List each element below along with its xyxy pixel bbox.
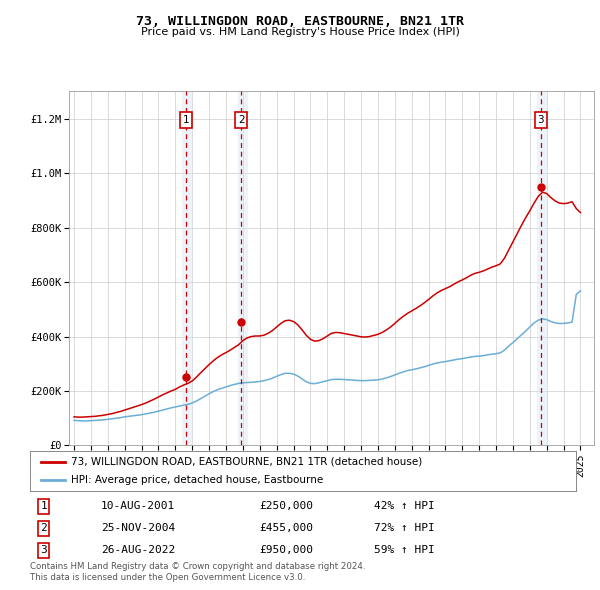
Text: £950,000: £950,000 xyxy=(259,545,313,555)
Text: 25-NOV-2004: 25-NOV-2004 xyxy=(101,523,175,533)
Text: 72% ↑ HPI: 72% ↑ HPI xyxy=(374,523,435,533)
Text: 10-AUG-2001: 10-AUG-2001 xyxy=(101,502,175,512)
Text: 73, WILLINGDON ROAD, EASTBOURNE, BN21 1TR: 73, WILLINGDON ROAD, EASTBOURNE, BN21 1T… xyxy=(136,15,464,28)
Text: 3: 3 xyxy=(538,115,544,125)
Text: 59% ↑ HPI: 59% ↑ HPI xyxy=(374,545,435,555)
Text: 2: 2 xyxy=(40,523,47,533)
Text: £455,000: £455,000 xyxy=(259,523,313,533)
Text: 42% ↑ HPI: 42% ↑ HPI xyxy=(374,502,435,512)
Text: £250,000: £250,000 xyxy=(259,502,313,512)
Text: 1: 1 xyxy=(182,115,189,125)
Text: 2: 2 xyxy=(238,115,244,125)
Text: HPI: Average price, detached house, Eastbourne: HPI: Average price, detached house, East… xyxy=(71,476,323,486)
Bar xyxy=(238,91,248,445)
Text: 1: 1 xyxy=(40,502,47,512)
Bar xyxy=(182,91,193,445)
Text: 73, WILLINGDON ROAD, EASTBOURNE, BN21 1TR (detached house): 73, WILLINGDON ROAD, EASTBOURNE, BN21 1T… xyxy=(71,457,422,467)
Text: 26-AUG-2022: 26-AUG-2022 xyxy=(101,545,175,555)
Text: Price paid vs. HM Land Registry's House Price Index (HPI): Price paid vs. HM Land Registry's House … xyxy=(140,27,460,37)
Text: This data is licensed under the Open Government Licence v3.0.: This data is licensed under the Open Gov… xyxy=(30,573,305,582)
Text: 3: 3 xyxy=(40,545,47,555)
Bar xyxy=(538,91,548,445)
Text: Contains HM Land Registry data © Crown copyright and database right 2024.: Contains HM Land Registry data © Crown c… xyxy=(30,562,365,571)
